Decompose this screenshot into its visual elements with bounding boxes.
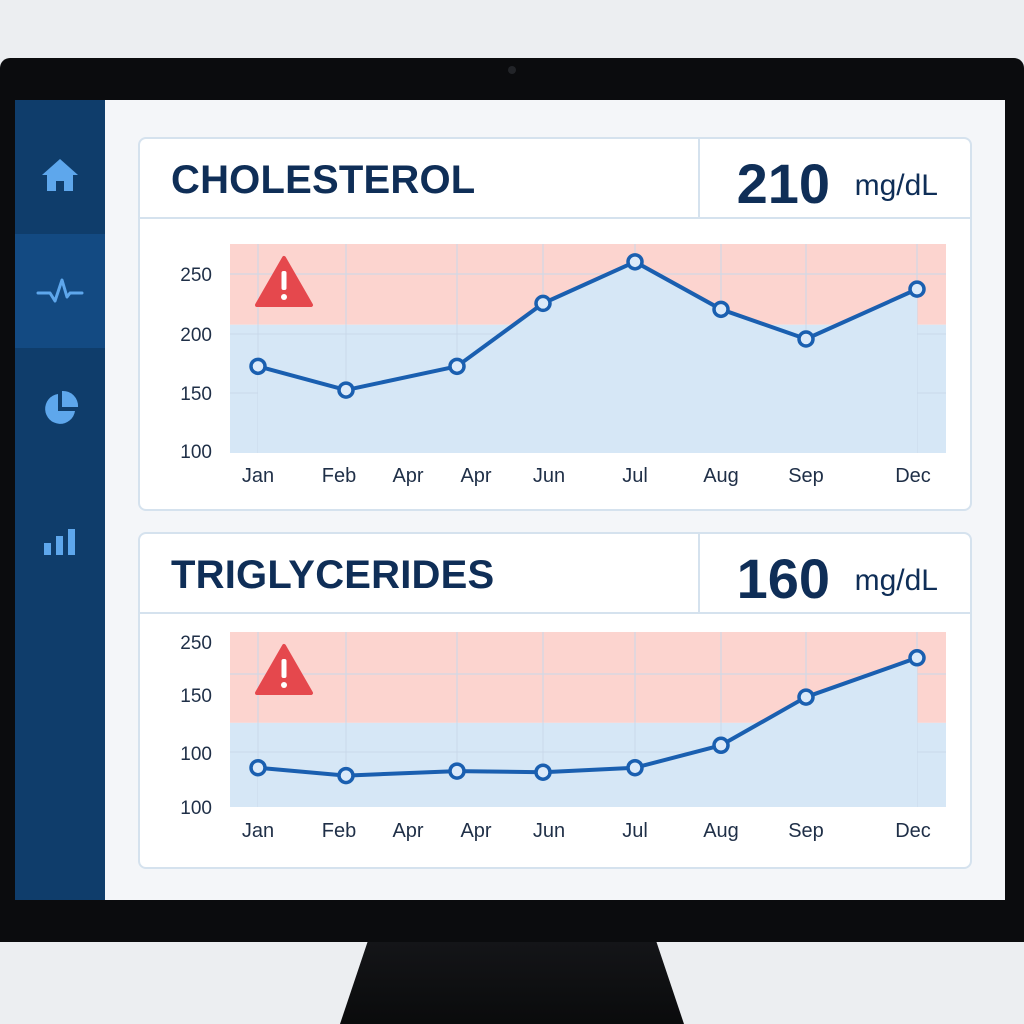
data-point <box>908 649 926 667</box>
card-header: CHOLESTEROL 210 mg/dL <box>140 139 970 219</box>
current-value: 210 mg/dL <box>698 139 970 217</box>
data-point <box>534 294 552 313</box>
x-tick-label: Dec <box>895 820 931 842</box>
data-line <box>256 655 919 778</box>
triglycerides-chart: 250 150 100 100 Jan Feb Apr Apr Jun Jul Aug Sep Dec <box>180 632 946 842</box>
value-unit: mg/dL <box>854 169 938 202</box>
x-tick-label: Sep <box>788 465 824 487</box>
home-icon <box>42 159 78 191</box>
y-tick-label: 150 <box>180 384 212 405</box>
x-tick-label: Jun <box>533 465 565 487</box>
x-tick-label: Apr <box>392 820 423 842</box>
y-tick-label: 100 <box>180 442 212 463</box>
value-number: 160 <box>736 547 830 610</box>
warning-dot <box>281 682 287 688</box>
x-tick-label: Feb <box>322 465 356 487</box>
activity-icon <box>36 278 84 303</box>
pie-chart-icon <box>45 390 79 424</box>
nav-reports[interactable] <box>15 352 105 466</box>
x-tick-label: Sep <box>788 820 824 842</box>
screen: CHOLESTEROL 210 mg/dL 250 200 150 100 Jan Feb… <box>15 100 1005 900</box>
warning-mark <box>281 659 287 678</box>
bar-chart-icon <box>44 529 75 555</box>
x-tick-label: Jan <box>242 820 274 842</box>
data-point <box>797 688 815 706</box>
card-title: TRIGLYCERIDES <box>171 553 495 597</box>
nav-activity[interactable] <box>15 234 105 348</box>
warning-mark <box>281 271 287 290</box>
warning-icon <box>255 256 313 307</box>
x-tick-label: Jun <box>533 820 565 842</box>
triglycerides-card: TRIGLYCERIDES 160 mg/dL 250 150 100 100 Jan F… <box>138 532 972 869</box>
x-tick-label: Apr <box>460 465 491 487</box>
data-point <box>712 736 730 755</box>
y-tick-label: 250 <box>180 633 212 654</box>
data-point <box>534 763 552 781</box>
current-value: 160 mg/dL <box>698 534 970 612</box>
x-tick-label: Feb <box>322 820 356 842</box>
warning-icon <box>255 644 313 695</box>
x-tick-label: Jan <box>242 465 274 487</box>
warning-dot <box>281 294 287 300</box>
value-unit: mg/dL <box>854 564 938 597</box>
data-point <box>712 300 730 319</box>
data-point <box>249 357 267 376</box>
data-point <box>249 758 267 777</box>
x-tick-label: Apr <box>392 465 423 487</box>
x-tick-label: Apr <box>460 820 491 842</box>
cholesterol-chart: 250 200 150 100 Jan Feb Apr Apr Jun Jul Aug Sep Dec <box>180 244 946 487</box>
nav-home[interactable] <box>15 118 105 232</box>
x-tick-label: Aug <box>703 820 739 842</box>
data-point <box>626 253 644 271</box>
data-point <box>908 280 926 298</box>
y-tick-label: 250 <box>180 265 212 286</box>
data-line <box>256 259 919 393</box>
nav-stats[interactable] <box>15 484 105 598</box>
webcam <box>508 66 516 74</box>
card-header: TRIGLYCERIDES 160 mg/dL <box>140 534 970 614</box>
monitor-stand <box>340 942 684 1024</box>
x-tick-label: Aug <box>703 465 739 487</box>
data-point <box>448 762 466 780</box>
area-fill <box>258 261 917 453</box>
y-tick-label: 200 <box>180 325 212 346</box>
y-tick-label: 150 <box>180 686 212 707</box>
data-point <box>626 758 644 777</box>
y-tick-label: 100 <box>180 798 212 819</box>
area-fill <box>258 657 917 807</box>
data-point <box>337 381 355 399</box>
cholesterol-card: CHOLESTEROL 210 mg/dL 250 200 150 100 Jan Feb… <box>138 137 972 511</box>
x-tick-label: Dec <box>895 465 931 487</box>
value-number: 210 <box>736 152 830 215</box>
card-title: CHOLESTEROL <box>171 158 476 202</box>
data-point <box>337 766 355 785</box>
y-tick-label: 100 <box>180 744 212 765</box>
x-tick-label: Jul <box>622 465 648 487</box>
sidebar <box>15 100 105 900</box>
x-tick-label: Jul <box>622 820 648 842</box>
data-point <box>797 330 815 348</box>
data-point <box>448 357 466 376</box>
